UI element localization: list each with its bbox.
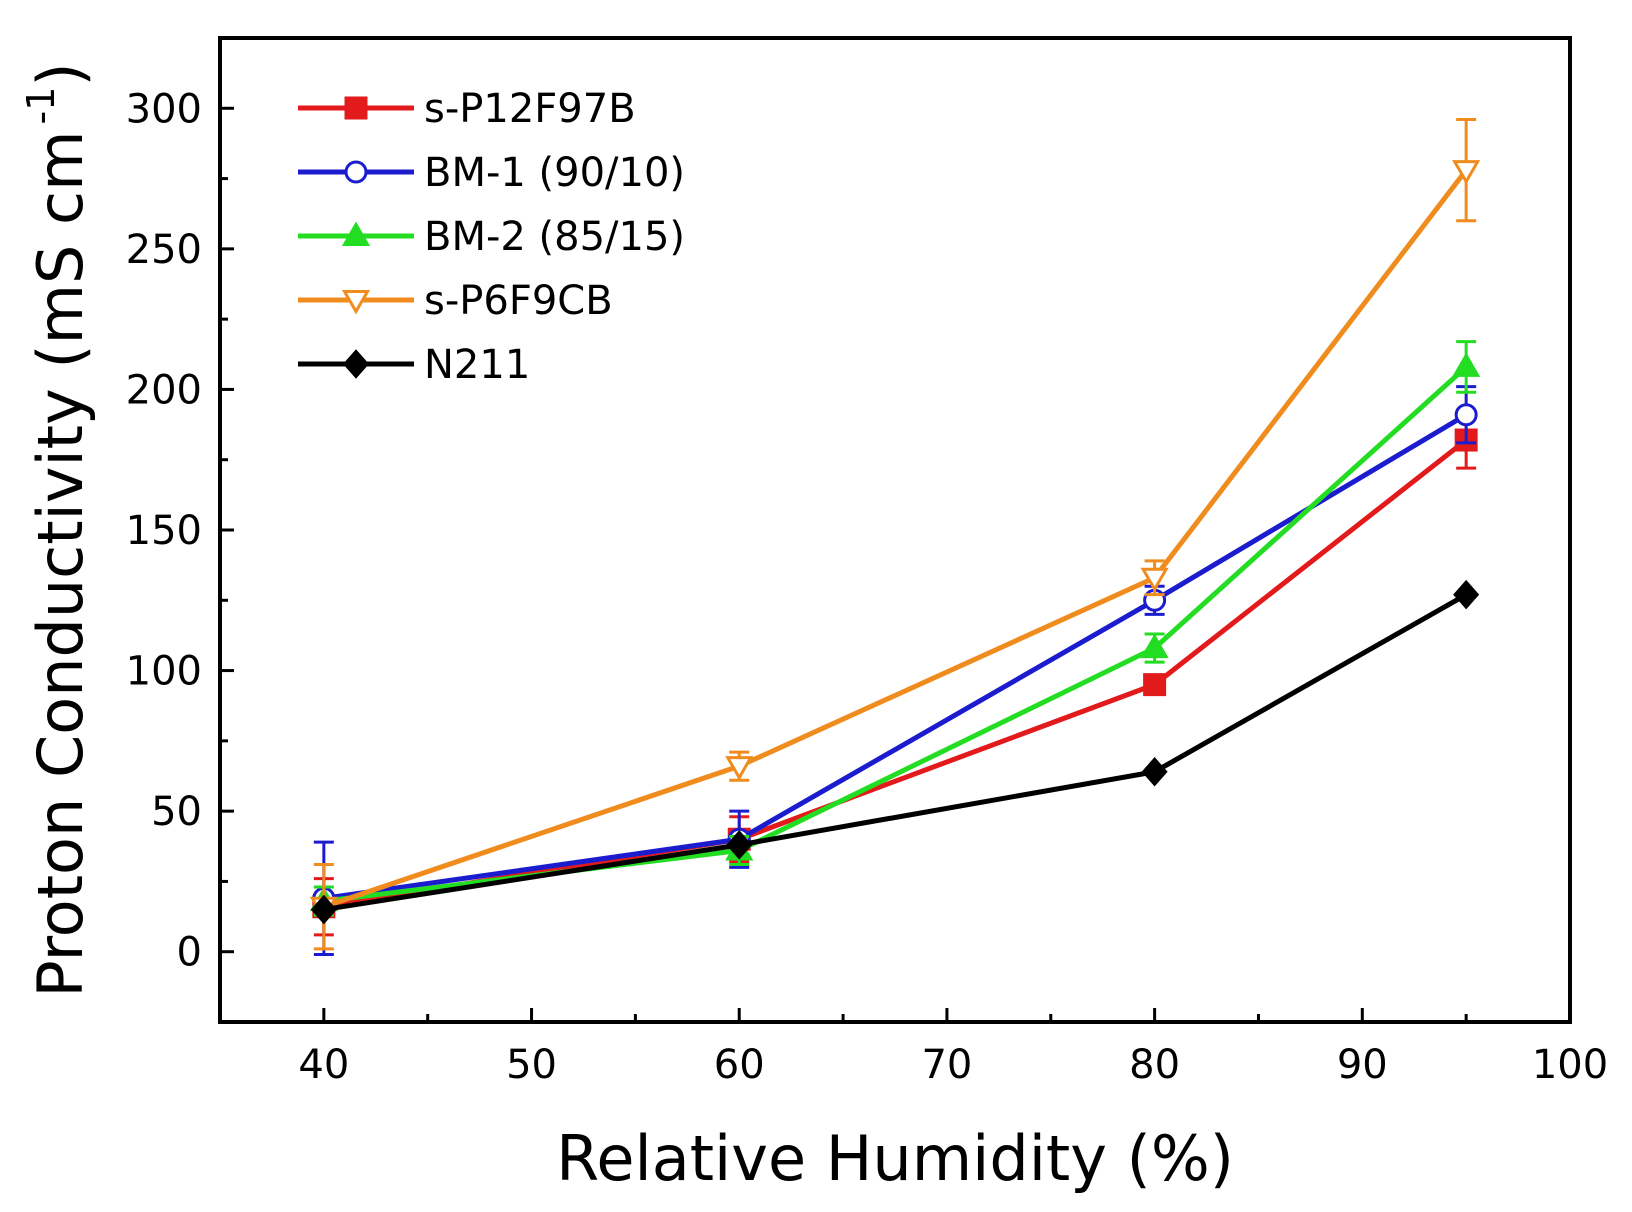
legend-label: s-P6F9CB <box>424 278 613 324</box>
legend-item: BM-1 (90/10) <box>298 150 685 196</box>
x-tick-label: 50 <box>506 1042 557 1088</box>
data-point <box>1452 160 1481 185</box>
x-tick-label: 60 <box>714 1042 765 1088</box>
y-tick-label: 100 <box>126 649 202 695</box>
axes: 40 50 60 70 80 90 100 0 50 100 150 200 250 300 <box>126 36 1608 1088</box>
legend-item: s-P12F97B <box>298 86 636 132</box>
legend-item: N211 <box>298 342 530 388</box>
data-point <box>310 894 337 925</box>
legend-marker <box>341 221 371 246</box>
legend-label: s-P12F97B <box>424 86 636 132</box>
legend-marker <box>344 96 368 120</box>
y-axis-title-close: ) <box>24 62 97 86</box>
legend: s-P12F97B BM-1 (90/10) BM-2 (85/15) s-P6F9C… <box>298 86 685 388</box>
series-line <box>323 438 1468 910</box>
legend-item: BM-2 (85/15) <box>298 214 685 260</box>
y-tick-label: 250 <box>126 227 202 273</box>
y-axis-title-main: Proton Conductivity (mS cm <box>24 130 97 997</box>
series-line <box>323 168 1469 910</box>
legend-label: BM-1 (90/10) <box>424 150 685 196</box>
legend-label: BM-2 (85/15) <box>424 214 685 260</box>
data-point <box>1454 403 1478 427</box>
x-tick-label: 70 <box>921 1042 972 1088</box>
series-n211 <box>310 579 1480 925</box>
y-tick-label: 200 <box>126 367 202 413</box>
x-tick-label: 80 <box>1129 1042 1180 1088</box>
y-tick-label: 0 <box>177 930 202 976</box>
data-point <box>1143 673 1167 697</box>
data-point <box>1452 352 1481 377</box>
plot-area <box>309 118 1481 957</box>
legend-marker <box>341 290 371 315</box>
series-line <box>323 592 1468 913</box>
data-point <box>726 830 753 860</box>
x-axis-title: Relative Humidity (%) <box>556 1122 1234 1195</box>
legend-label: N211 <box>424 342 530 388</box>
legend-marker <box>344 160 368 184</box>
legend-item: s-P6F9CB <box>298 278 613 324</box>
data-point <box>1453 579 1480 610</box>
x-tick-label: 90 <box>1337 1042 1388 1088</box>
y-tick-label: 150 <box>126 508 202 554</box>
y-tick-label: 300 <box>126 86 202 132</box>
data-point <box>725 756 754 781</box>
x-tick-label: 100 <box>1532 1042 1608 1088</box>
data-point <box>1141 757 1168 787</box>
data-point <box>1140 567 1169 593</box>
y-tick-label: 50 <box>151 789 202 835</box>
y-axis-title: Proton Conductivity (mS cm -1) <box>19 62 97 997</box>
y-axis-title-superscript: -1 <box>19 87 63 125</box>
data-point <box>1140 633 1169 659</box>
legend-marker <box>343 349 369 379</box>
x-tick-label: 40 <box>298 1042 349 1088</box>
